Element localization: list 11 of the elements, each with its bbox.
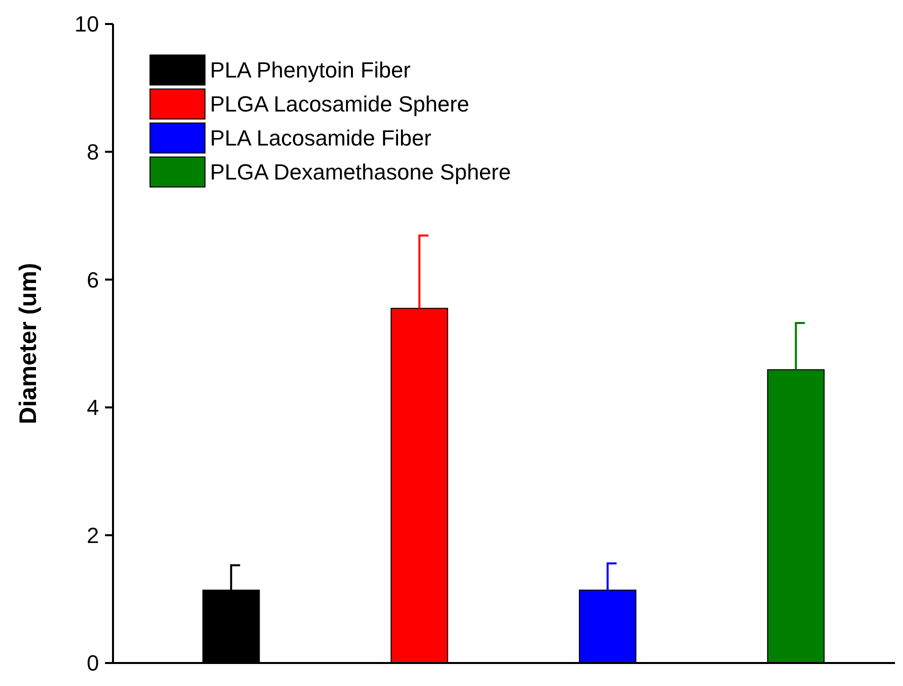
y-tick-label: 6: [86, 267, 99, 292]
y-tick-label: 0: [86, 650, 99, 676]
y-tick-label: 10: [74, 12, 99, 37]
y-tick-label: 8: [86, 140, 99, 164]
y-tick-label: 2: [86, 522, 99, 548]
legend-label: PLA Phenytoin Fiber: [210, 58, 411, 83]
legend-label: PLGA Lacosamide Sphere: [210, 92, 470, 117]
y-tick-label: 4: [86, 395, 99, 420]
legend-label: PLA Lacosamide Fiber: [210, 126, 432, 151]
y-axis-title: Diameter (um): [15, 262, 42, 424]
legend-label: PLGA Dexamethasone Sphere: [210, 160, 511, 185]
